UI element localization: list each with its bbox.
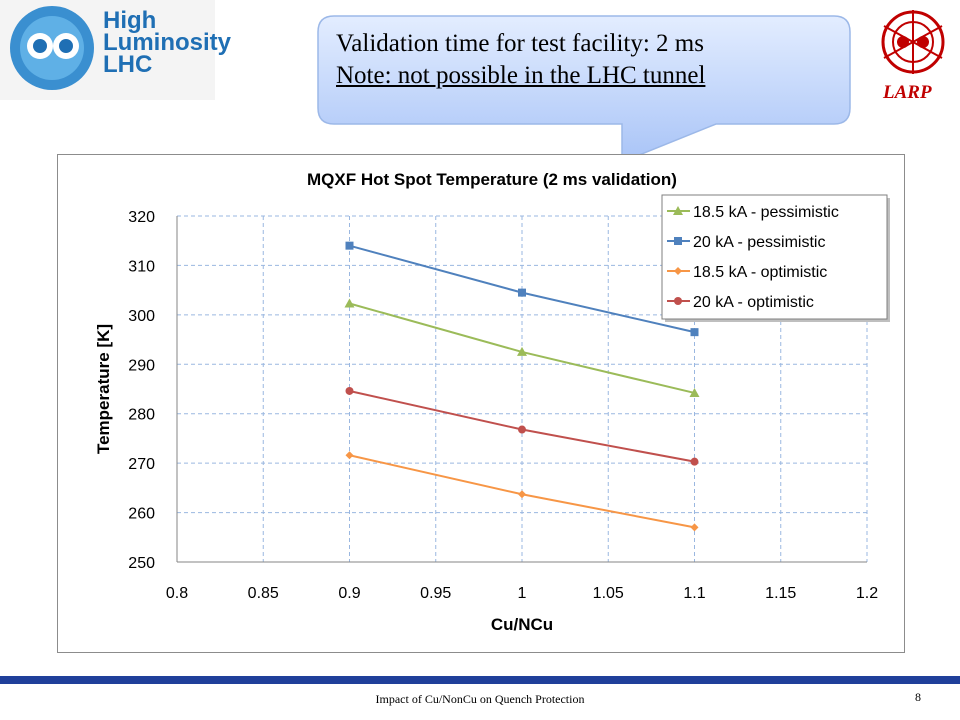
hl-line-1: High — [103, 7, 157, 34]
y-tick-label: 290 — [128, 357, 155, 374]
x-tick-label: 0.85 — [248, 585, 279, 602]
callout-line-2: Note: not possible in the LHC tunnel — [336, 62, 706, 89]
page-number: 8 — [915, 690, 921, 704]
x-tick-label: 1.05 — [593, 585, 624, 602]
hl-line-3: LHC — [103, 51, 153, 78]
data-point — [518, 490, 526, 499]
x-tick-label: 1.1 — [683, 585, 705, 602]
hl-lhc-wordmark: High Luminosity LHC — [103, 7, 232, 78]
chart-title: MQXF Hot Spot Temperature (2 ms validati… — [307, 170, 677, 189]
data-point — [345, 451, 354, 460]
footer-bar — [0, 676, 960, 684]
footer-title: Impact of Cu/NonCu on Quench Protection — [375, 692, 585, 706]
x-tick-label: 1.15 — [765, 585, 796, 602]
hl-lhc-logo — [0, 0, 215, 100]
callout-text: Validation time for test facility: 2 ms … — [336, 28, 705, 92]
y-tick-label: 270 — [128, 456, 155, 473]
legend-marker — [674, 267, 682, 275]
y-tick-label: 280 — [128, 407, 155, 424]
y-axis-label: Temperature [K] — [94, 324, 113, 454]
data-point — [345, 241, 354, 250]
callout-balloon — [317, 15, 851, 164]
callout-line-1: Validation time for test facility: 2 ms — [336, 30, 704, 57]
legend-label: 18.5 kA - pessimistic — [693, 204, 839, 221]
y-tick-label: 260 — [128, 506, 155, 523]
larp-logo — [881, 10, 945, 74]
legend-marker — [673, 206, 683, 215]
legend-label: 20 kA - pessimistic — [693, 234, 825, 251]
x-axis-label: Cu/NCu — [491, 615, 553, 634]
data-point — [517, 346, 527, 356]
legend-label: 20 kA - optimistic — [693, 294, 814, 311]
legend-marker — [674, 237, 682, 245]
hl-line-2: Luminosity — [103, 29, 232, 56]
larp-wordmark: LARP — [883, 82, 932, 103]
x-tick-label: 0.8 — [166, 585, 188, 602]
x-tick-label: 1 — [518, 585, 527, 602]
data-point — [345, 386, 354, 395]
y-tick-label: 310 — [128, 258, 155, 275]
x-tick-label: 1.2 — [856, 585, 878, 602]
data-point — [690, 523, 699, 532]
data-point — [518, 288, 526, 297]
x-tick-label: 0.95 — [420, 585, 451, 602]
y-tick-label: 320 — [128, 209, 155, 226]
x-tick-label: 0.9 — [338, 585, 360, 602]
y-tick-label: 250 — [128, 555, 155, 572]
legend-marker — [674, 297, 682, 305]
legend-label: 18.5 kA - optimistic — [693, 264, 827, 281]
y-tick-label: 300 — [128, 308, 155, 325]
legend-box — [661, 194, 888, 320]
data-point — [518, 425, 526, 434]
data-point — [689, 387, 700, 397]
data-point — [690, 328, 699, 337]
data-point — [690, 457, 699, 466]
data-point — [344, 298, 355, 308]
